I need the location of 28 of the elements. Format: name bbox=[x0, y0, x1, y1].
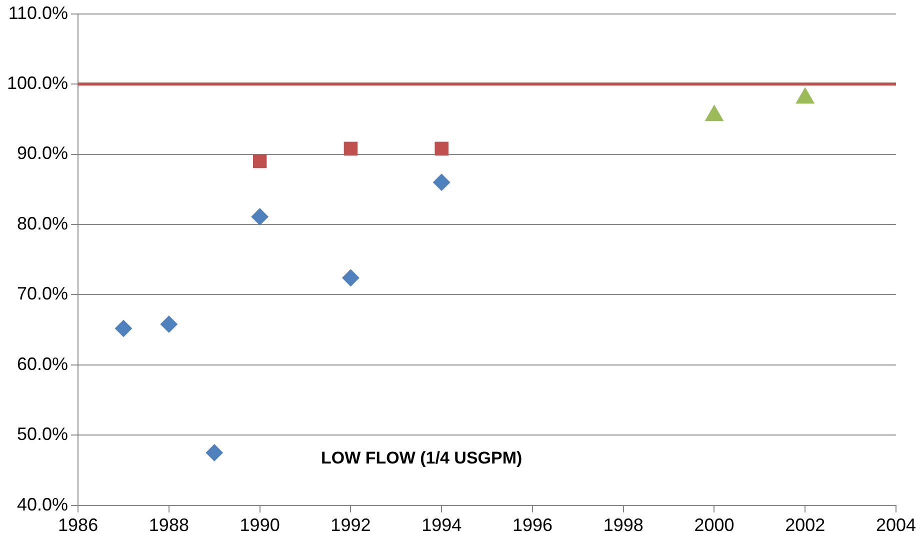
x-tick-label: 1990 bbox=[240, 515, 280, 536]
x-tick-label: 1998 bbox=[603, 515, 644, 536]
y-tick-label: 110.0% bbox=[8, 2, 68, 23]
point bbox=[206, 444, 223, 462]
point bbox=[434, 142, 448, 156]
y-tick-label: 60.0% bbox=[17, 354, 68, 374]
annotation: LOW FLOW (1/4 USGPM) bbox=[321, 448, 522, 468]
y-tick-label: 80.0% bbox=[17, 213, 68, 234]
x-tick-label: 1992 bbox=[330, 515, 371, 536]
x-tick-label: 1994 bbox=[422, 515, 462, 536]
y-tick-label: 50.0% bbox=[17, 424, 68, 444]
x-tick-label: 1986 bbox=[58, 515, 98, 536]
x-tick-label: 2000 bbox=[694, 515, 734, 536]
x-tick-label: 2004 bbox=[876, 515, 916, 536]
point bbox=[344, 142, 358, 156]
point bbox=[251, 208, 268, 226]
x-tick-label: 1996 bbox=[512, 515, 552, 536]
y-tick-label: 40.0% bbox=[17, 494, 68, 514]
y-tick-label: 90.0% bbox=[17, 143, 68, 164]
point bbox=[114, 320, 132, 337]
point bbox=[433, 174, 450, 191]
point bbox=[160, 316, 178, 333]
point bbox=[342, 269, 360, 286]
x-tick-label: 2002 bbox=[785, 515, 826, 536]
y-tick-label: 70.0% bbox=[17, 284, 68, 304]
point bbox=[252, 154, 267, 168]
x-tick-label: 1988 bbox=[148, 515, 189, 536]
y-tick-label: 100.0% bbox=[6, 72, 68, 93]
